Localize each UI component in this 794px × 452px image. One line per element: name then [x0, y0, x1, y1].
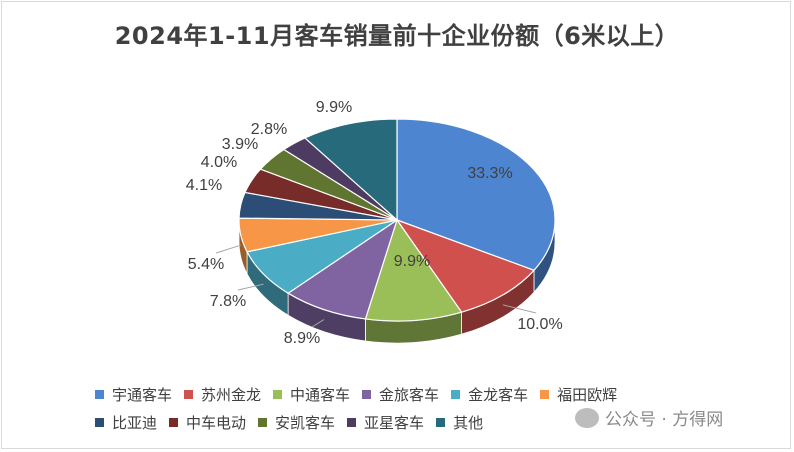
watermark-text: 公众号 · 方得网 [605, 410, 724, 430]
data-label: 2.8% [251, 121, 287, 138]
leader-line [215, 244, 241, 254]
legend-item: 宇通客车 [95, 384, 172, 405]
legend-swatch [273, 389, 283, 399]
legend-label: 金龙客车 [468, 385, 529, 404]
legend-swatch [451, 389, 461, 399]
legend-label: 安凯客车 [275, 413, 336, 432]
legend-label: 中车电动 [186, 413, 247, 432]
legend-swatch [362, 389, 372, 399]
legend-row: 比亚迪 中车电动 安凯客车 亚星客车 其他 [95, 408, 735, 436]
legend-label: 其他 [453, 413, 484, 432]
wechat-icon [575, 407, 599, 428]
data-label: 4.1% [186, 177, 222, 194]
legend-item: 亚星客车 [347, 412, 424, 433]
legend-label: 苏州金龙 [201, 385, 262, 404]
legend-label: 亚星客车 [364, 413, 425, 432]
data-label: 7.8% [210, 293, 246, 310]
data-label: 5.4% [188, 256, 224, 273]
legend-label: 金旅客车 [379, 385, 440, 404]
data-label: 4.0% [201, 154, 237, 171]
legend-item: 比亚迪 [95, 412, 157, 433]
leader-line [502, 304, 537, 314]
legend-label: 中通客车 [290, 385, 351, 404]
legend-item: 苏州金龙 [184, 384, 261, 405]
legend-label: 福田欧辉 [557, 385, 618, 404]
legend-item: 福田欧辉 [540, 384, 617, 405]
data-label: 9.9% [394, 253, 430, 270]
legend-item: 其他 [436, 412, 483, 433]
legend-item: 金龙客车 [451, 384, 528, 405]
legend-item: 金旅客车 [362, 384, 439, 405]
legend-swatch [95, 417, 104, 427]
pie-slice [303, 118, 398, 222]
watermark: 公众号 · 方得网 [575, 405, 723, 430]
legend-swatch [95, 389, 104, 399]
legend-row: 宇通客车 苏州金龙 中通客车 金旅客车 金龙客车 福田欧辉 [95, 380, 735, 408]
chart-title: 2024年1-11月客车销量前十企业份额（6米以上） [114, 22, 680, 50]
data-label: 3.9% [222, 136, 258, 153]
data-label: 10.0% [517, 316, 562, 333]
legend-swatch [540, 389, 550, 399]
legend-item: 中通客车 [273, 384, 350, 405]
legend-item: 中车电动 [169, 412, 246, 433]
chart-legend: 宇通客车 苏州金龙 中通客车 金旅客车 金龙客车 福田欧辉 比亚迪 中车电动 安凯客车 亚星客车… [95, 380, 735, 436]
pie-slice [395, 218, 536, 313]
legend-swatch [436, 417, 446, 427]
legend-item: 安凯客车 [258, 412, 335, 433]
legend-label: 比亚迪 [112, 413, 158, 432]
data-label: 33.3% [467, 165, 512, 182]
pie-slice [396, 118, 556, 272]
pie-slice [287, 218, 399, 320]
legend-label: 宇通客车 [112, 385, 173, 404]
legend-swatch [169, 417, 179, 427]
data-label: 8.9% [284, 330, 320, 347]
data-label: 9.9% [316, 99, 352, 116]
leader-line [311, 319, 325, 328]
leader-line [237, 283, 264, 291]
legend-swatch [258, 417, 268, 427]
legend-swatch [347, 417, 357, 427]
legend-swatch [184, 389, 194, 399]
